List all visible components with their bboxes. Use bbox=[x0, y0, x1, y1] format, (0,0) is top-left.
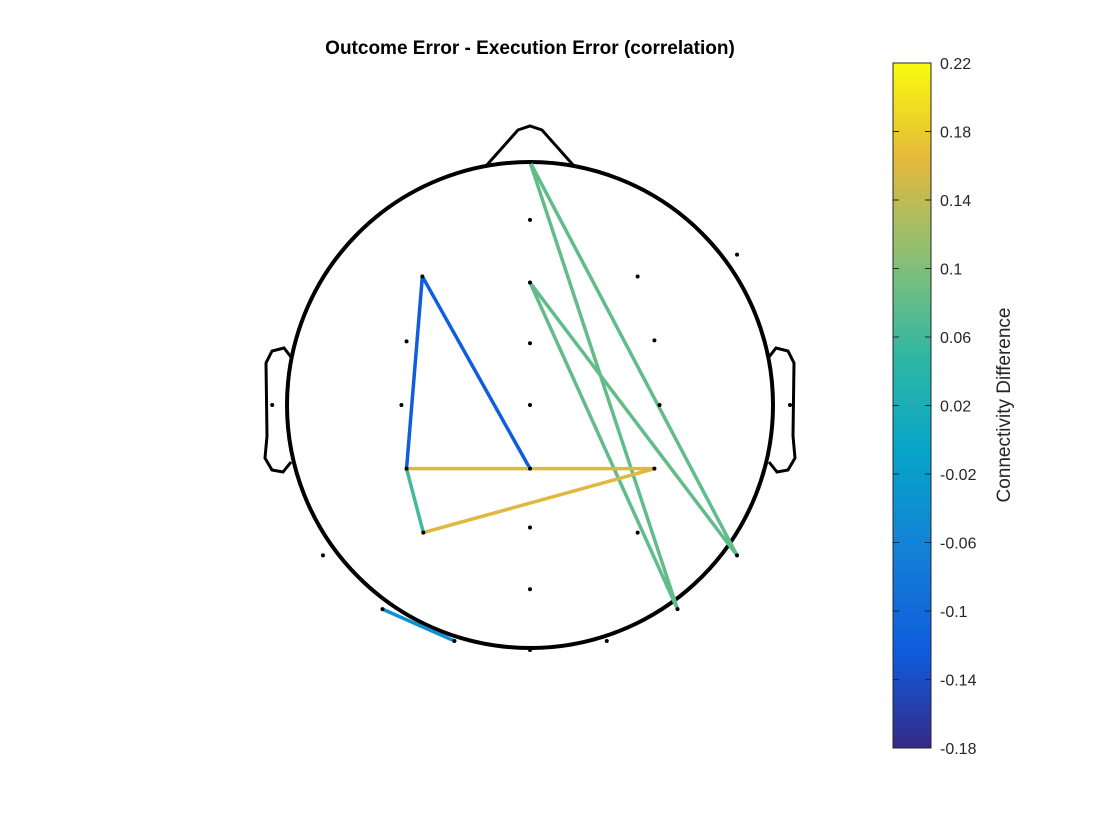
channel-dot bbox=[421, 530, 426, 535]
channel-dot bbox=[399, 403, 404, 407]
colorbar-gradient bbox=[892, 62, 932, 749]
channel-markers bbox=[270, 160, 793, 652]
channel-dot bbox=[635, 530, 640, 535]
channel-dot bbox=[735, 252, 740, 257]
connection-line bbox=[528, 280, 680, 611]
connection-line bbox=[528, 280, 739, 558]
channel-dot bbox=[420, 274, 425, 279]
colorbar-tick-label: 0.06 bbox=[940, 330, 971, 347]
channel-dot bbox=[635, 274, 640, 279]
colorbar-tick-label: 0.02 bbox=[940, 399, 971, 416]
colorbar-tick-label: -0.06 bbox=[940, 536, 977, 553]
colorbar-tick-label: -0.1 bbox=[940, 604, 968, 621]
channel-dot bbox=[404, 339, 409, 344]
channel-dot bbox=[270, 403, 275, 407]
colorbar-ticks: 0.22 0.18 0.14 0.1 0.06 0.02 -0.02 -0.06 -0.1 -0.… bbox=[893, 56, 977, 758]
channel-dot bbox=[380, 607, 385, 612]
colorbar-tick-label: 0.14 bbox=[940, 193, 971, 210]
colorbar-tick-label: 0.1 bbox=[940, 262, 962, 279]
channel-dot bbox=[788, 403, 793, 407]
colorbar-tick-label: -0.02 bbox=[940, 467, 977, 484]
channel-dot bbox=[452, 638, 457, 643]
connection-line bbox=[404, 274, 425, 471]
channel-dot bbox=[528, 647, 532, 652]
chart-title: Outcome Error - Execution Error (correla… bbox=[325, 38, 735, 59]
channel-dot bbox=[528, 466, 532, 471]
channel-dot bbox=[320, 553, 325, 558]
right-ear-outline bbox=[767, 346, 797, 474]
colorbar-tick-label: -0.14 bbox=[940, 673, 977, 690]
colorbar-tick-label: -0.18 bbox=[940, 741, 977, 758]
nose-outline bbox=[484, 124, 576, 167]
channel-dot bbox=[528, 403, 532, 407]
connection-line bbox=[421, 466, 657, 535]
connection-line bbox=[528, 160, 680, 611]
channel-dot bbox=[528, 341, 532, 346]
colorbar-tick-label: 0.22 bbox=[940, 56, 971, 73]
channel-dot bbox=[604, 638, 609, 643]
channel-dot bbox=[657, 403, 662, 407]
head-outline bbox=[263, 124, 797, 650]
channel-dot bbox=[528, 160, 532, 164]
connection-line bbox=[528, 160, 739, 558]
connection-line bbox=[404, 466, 426, 535]
channel-dot bbox=[528, 525, 532, 530]
channel-dot bbox=[528, 280, 532, 285]
left-ear-outline bbox=[263, 346, 293, 474]
connection-lines bbox=[380, 160, 739, 643]
connection-line bbox=[380, 607, 457, 643]
colorbar-label: Connectivity Difference bbox=[994, 307, 1015, 502]
channel-dot bbox=[652, 466, 657, 471]
channel-dot bbox=[675, 607, 680, 612]
channel-dot bbox=[404, 466, 409, 471]
channel-dot bbox=[652, 338, 657, 343]
channel-dot bbox=[528, 587, 532, 592]
colorbar: 0.22 0.18 0.14 0.1 0.06 0.02 -0.02 -0.06 -0.1 -0.… bbox=[892, 56, 1015, 758]
channel-dot bbox=[528, 217, 532, 222]
colorbar-tick-label: 0.18 bbox=[940, 125, 971, 142]
connection-line bbox=[420, 274, 532, 471]
channel-dot bbox=[735, 553, 740, 558]
